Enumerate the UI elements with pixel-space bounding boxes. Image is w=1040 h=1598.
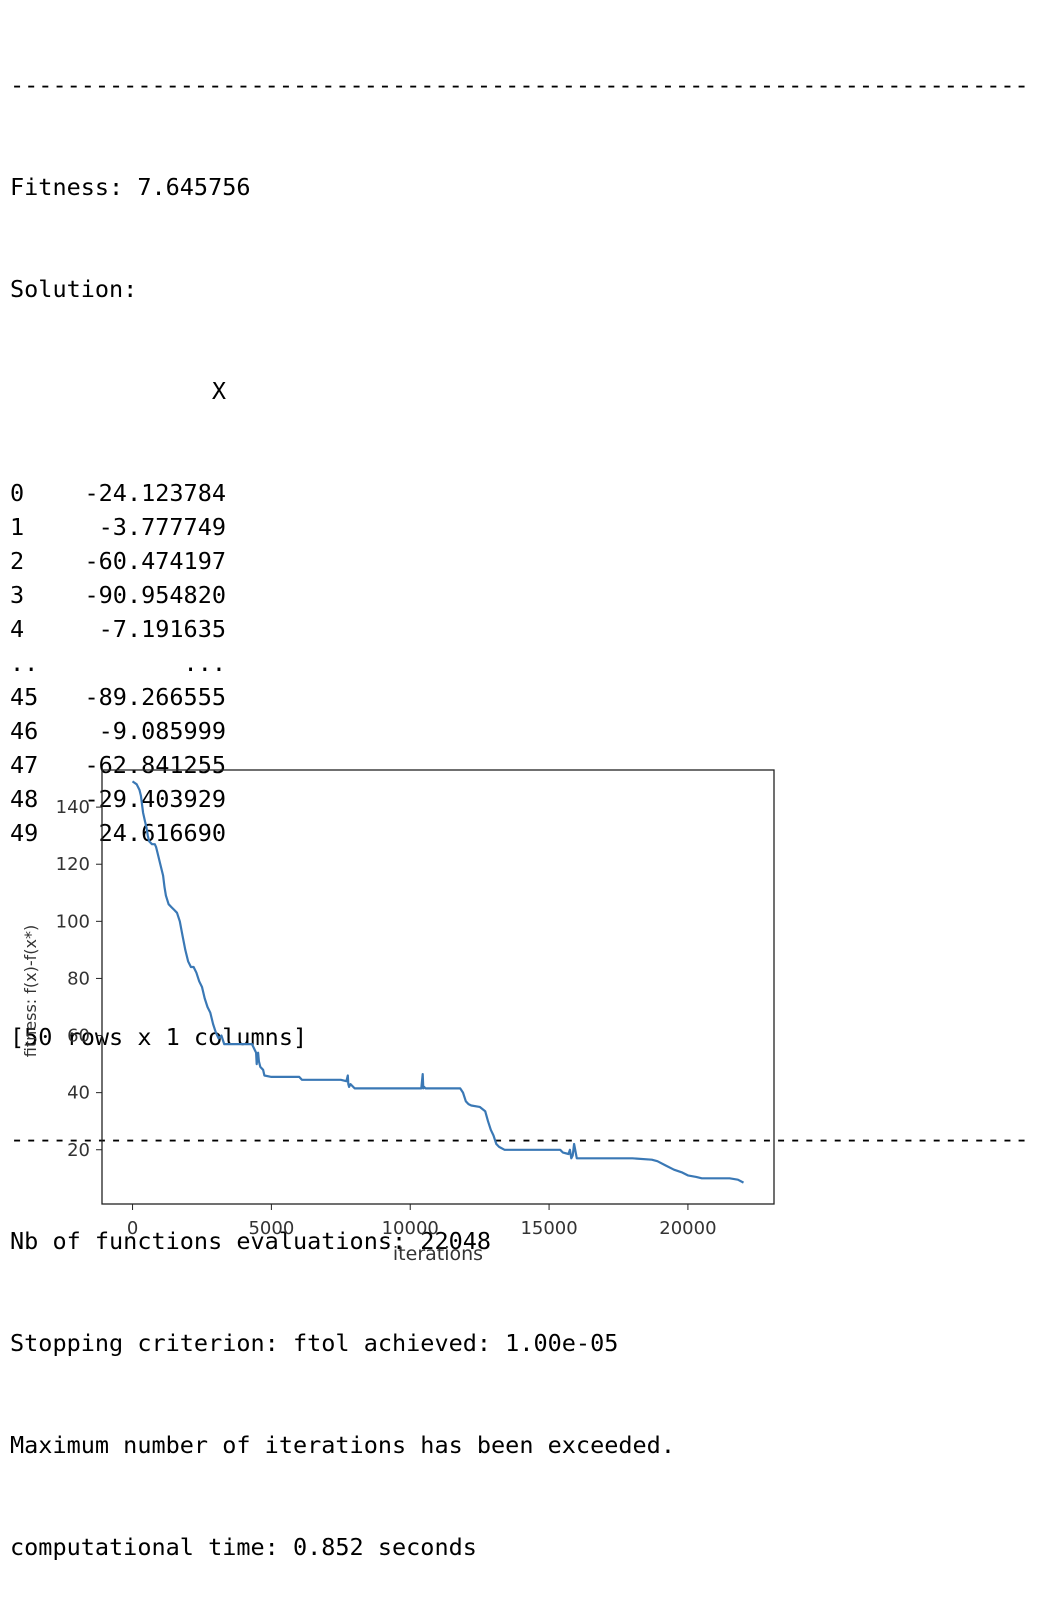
table-row: 4 -7.191635 bbox=[10, 612, 1030, 646]
y-tick-label: 60 bbox=[67, 1026, 90, 1047]
row-index: 4 bbox=[10, 615, 25, 643]
row-value: -9.085999 bbox=[98, 717, 226, 745]
row-index: 45 bbox=[10, 683, 39, 711]
x-tick-label: 5000 bbox=[248, 1218, 294, 1239]
row-value: -3.777749 bbox=[98, 513, 226, 541]
row-index: 47 bbox=[10, 751, 39, 779]
y-tick-label: 120 bbox=[56, 854, 90, 875]
table-row: 46 -9.085999 bbox=[10, 714, 1030, 748]
y-tick-label: 40 bbox=[67, 1083, 90, 1104]
table-row: 3 -90.954820 bbox=[10, 578, 1030, 612]
y-tick-label: 20 bbox=[67, 1140, 90, 1161]
separator-line: ----------------------------------------… bbox=[10, 71, 1030, 99]
solution-table: 0 -24.123784 1 -3.777749 2 -60.474197 3 -90.954… bbox=[10, 476, 1030, 850]
fitness-chart: 0 5000 10000 15000 20000 20 40 60 80 100 120 140 i… bbox=[21, 769, 775, 1265]
row-index: 0 bbox=[10, 479, 25, 507]
plot-frame bbox=[101, 769, 775, 1205]
row-value: ... bbox=[183, 649, 226, 677]
row-value: -89.266555 bbox=[84, 683, 226, 711]
separator-line: ----------------------------------------… bbox=[10, 1125, 1030, 1153]
row-value: -29.403929 bbox=[84, 785, 226, 813]
stopping-criterion-line: Stopping criterion: ftol achieved: 1.00e… bbox=[10, 1329, 619, 1357]
y-tick-label: 100 bbox=[56, 911, 90, 932]
table-row: 47 -62.841255 bbox=[10, 748, 1030, 782]
row-index: .. bbox=[10, 649, 39, 677]
solution-label: Solution: bbox=[10, 275, 138, 303]
fitness-series-line bbox=[131, 780, 745, 1184]
x-axis: 0 5000 10000 15000 20000 bbox=[127, 1204, 717, 1239]
x-tick-label: 20000 bbox=[659, 1218, 716, 1239]
table-row: 0 -24.123784 bbox=[10, 476, 1030, 510]
evaluations-line: Nb of functions evaluations: 22048 bbox=[10, 1227, 492, 1255]
row-value: 24.616690 bbox=[98, 819, 226, 847]
row-index: 1 bbox=[10, 513, 25, 541]
x-tick-label: 15000 bbox=[520, 1218, 577, 1239]
row-value: -7.191635 bbox=[98, 615, 226, 643]
table-row: 48 -29.403929 bbox=[10, 782, 1030, 816]
row-value: -24.123784 bbox=[84, 479, 226, 507]
y-tick-label: 80 bbox=[67, 968, 90, 989]
table-row: 1 -3.777749 bbox=[10, 510, 1030, 544]
fitness-line: Fitness: 7.645756 bbox=[10, 173, 251, 201]
row-index: 46 bbox=[10, 717, 39, 745]
x-axis-label: iterations bbox=[393, 1243, 483, 1265]
table-row: 2 -60.474197 bbox=[10, 544, 1030, 578]
table-column-header: X bbox=[211, 377, 226, 405]
shape-note: [50 rows x 1 columns] bbox=[10, 1023, 308, 1051]
y-axis-label: fitness: f(x)-f(x*) bbox=[21, 925, 40, 1057]
row-value: -62.841255 bbox=[84, 751, 226, 779]
x-tick-label: 0 bbox=[127, 1218, 138, 1239]
row-index: 3 bbox=[10, 581, 25, 609]
row-index: 49 bbox=[10, 819, 39, 847]
table-row: 45 -89.266555 bbox=[10, 680, 1030, 714]
y-tick-label: 140 bbox=[56, 797, 90, 818]
row-value: -90.954820 bbox=[84, 581, 226, 609]
table-row: ..... bbox=[10, 646, 1030, 680]
y-axis: 20 40 60 80 100 120 140 bbox=[56, 797, 102, 1161]
table-header: X bbox=[10, 374, 1030, 408]
row-value: -60.474197 bbox=[84, 547, 226, 575]
row-index: 2 bbox=[10, 547, 25, 575]
row-index: 48 bbox=[10, 785, 39, 813]
table-row: 49 24.616690 bbox=[10, 816, 1030, 850]
computational-time-line: computational time: 0.852 seconds bbox=[10, 1533, 477, 1561]
max-iterations-line: Maximum number of iterations has been ex… bbox=[10, 1431, 675, 1459]
x-tick-label: 10000 bbox=[382, 1218, 439, 1239]
